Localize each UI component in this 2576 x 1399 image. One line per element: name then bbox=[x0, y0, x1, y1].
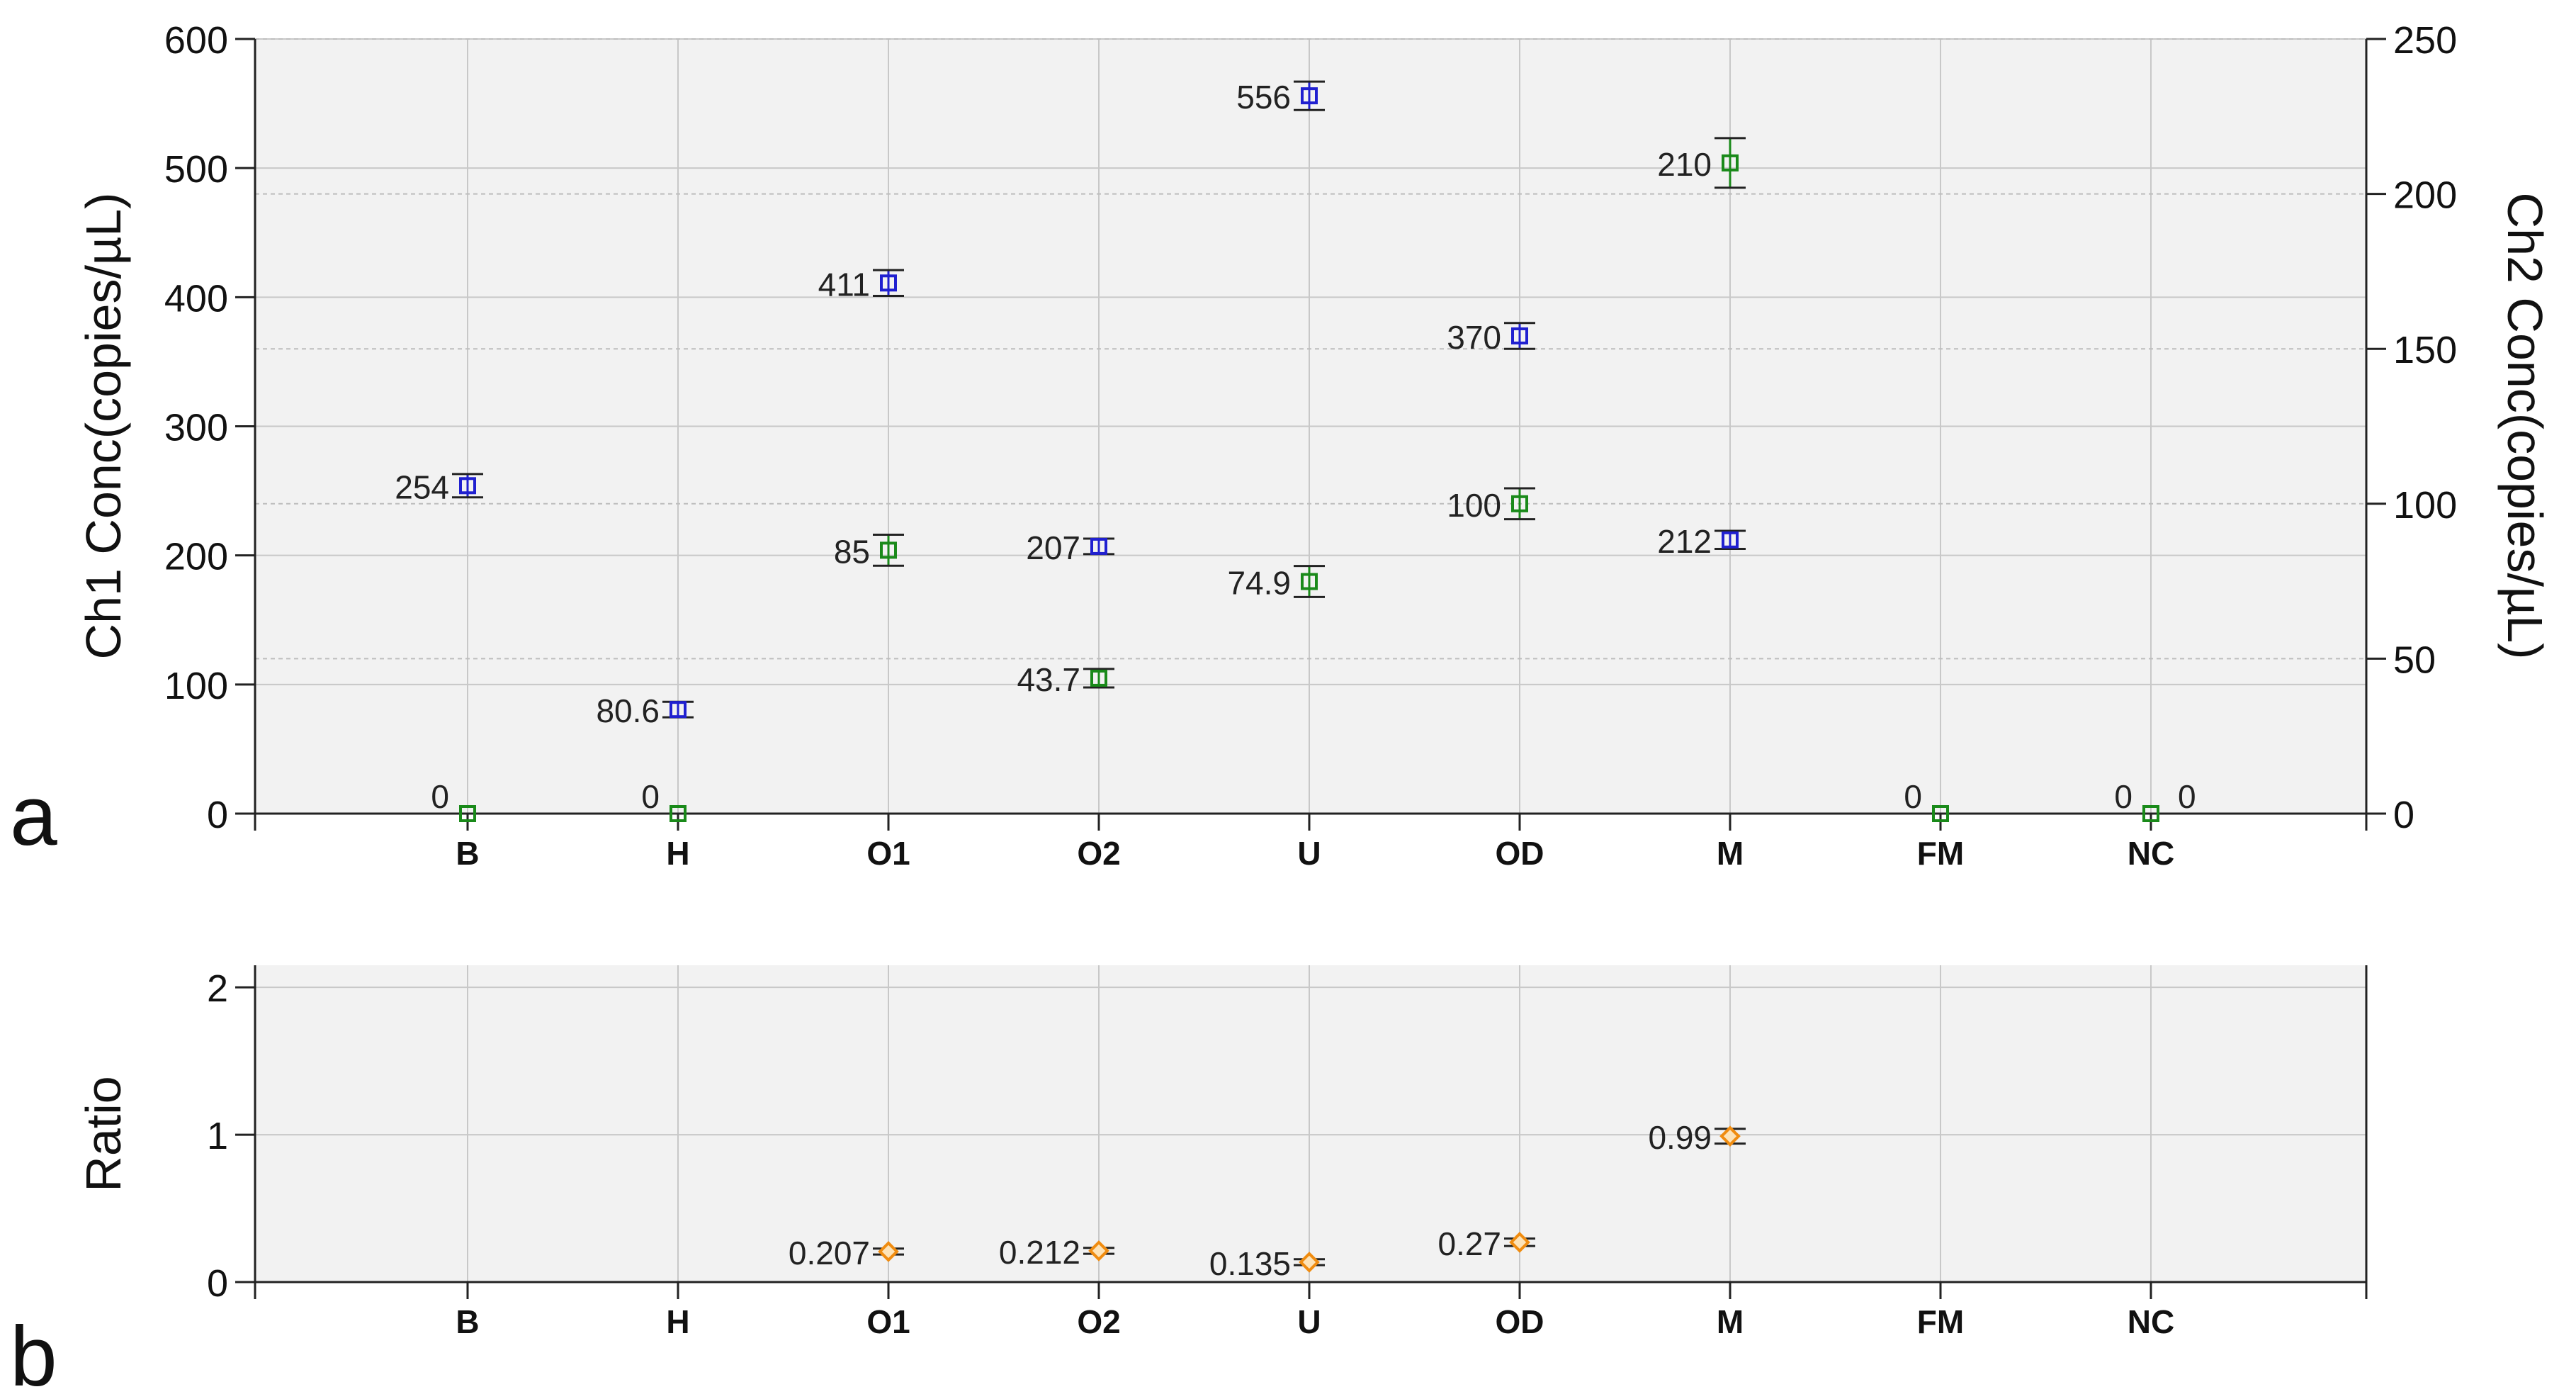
x-tick-label-o2: O2 bbox=[1077, 835, 1120, 872]
data-point-square bbox=[1301, 87, 1318, 105]
data-label: 0.207 bbox=[789, 1235, 870, 1271]
y-tick-label-left: 600 bbox=[164, 19, 228, 62]
panel-a-grid bbox=[255, 38, 2366, 814]
data-point-square bbox=[1722, 531, 1739, 549]
y-tick-label-left: 200 bbox=[164, 536, 228, 578]
data-point-square bbox=[459, 477, 476, 495]
data-point-square bbox=[880, 274, 897, 292]
y-tick-label-right: 0 bbox=[2393, 794, 2414, 836]
x-tick-label-b: B bbox=[456, 835, 479, 872]
data-point-square bbox=[1090, 537, 1107, 555]
data-point-square bbox=[880, 541, 897, 559]
y-tick-label-right: 50 bbox=[2393, 639, 2436, 681]
data-label: 85 bbox=[834, 533, 870, 570]
x-tick-label-h: H bbox=[666, 835, 689, 872]
panel-b-chart: 0 1 2 B H O1 O2 U OD M FM NC 0.207 0.212 0.135 0.27 0.9… bbox=[10, 965, 2368, 1399]
y-tick-label-left: 1 bbox=[207, 1115, 228, 1157]
data-point-diamond bbox=[1088, 1240, 1109, 1262]
x-tick-label-b: B bbox=[456, 1303, 479, 1340]
panel-b-grid bbox=[255, 965, 2366, 1282]
panel-b-ticks: 0 1 2 B H O1 O2 U OD M FM NC bbox=[207, 967, 2368, 1340]
x-tick-label-h: H bbox=[666, 1303, 689, 1340]
data-label: 207 bbox=[1026, 529, 1080, 566]
data-point-square bbox=[1932, 805, 1949, 822]
data-label: 0 bbox=[641, 778, 660, 815]
data-label: 0.135 bbox=[1209, 1245, 1291, 1282]
y-tick-label-left: 100 bbox=[164, 665, 228, 707]
panel-b-plot-area bbox=[255, 965, 2366, 1282]
x-tick-label-u: U bbox=[1297, 835, 1321, 872]
data-point-square bbox=[2142, 805, 2159, 822]
y-axis-title-ch2: Ch2 Conc(copies/µL) bbox=[2497, 193, 2553, 660]
panel-b-axes bbox=[254, 965, 2368, 1283]
x-tick-label-u: U bbox=[1297, 1303, 1321, 1340]
x-tick-label-o1: O1 bbox=[866, 1303, 910, 1340]
data-point-square bbox=[459, 805, 476, 822]
y-tick-label-right: 100 bbox=[2393, 484, 2457, 527]
data-label: 0 bbox=[2178, 778, 2196, 815]
data-label: 370 bbox=[1447, 319, 1501, 356]
y-tick-label-right: 200 bbox=[2393, 174, 2457, 217]
y-tick-label-left: 500 bbox=[164, 148, 228, 191]
y-tick-label-right: 150 bbox=[2393, 329, 2457, 371]
data-label: 100 bbox=[1447, 487, 1501, 524]
data-label: 254 bbox=[395, 468, 449, 505]
y-tick-label-left: 0 bbox=[207, 1262, 228, 1305]
y-axis-title-ratio: Ratio bbox=[76, 1076, 131, 1191]
x-tick-label-od: OD bbox=[1496, 835, 1544, 872]
data-point-diamond bbox=[1719, 1125, 1741, 1147]
x-tick-label-od: OD bbox=[1496, 1303, 1544, 1340]
y-tick-label-right: 250 bbox=[2393, 19, 2457, 62]
panel-a-ticks: 0 100 200 300 400 500 600 0 50 100 150 200 250 B H O1 O2… bbox=[164, 19, 2457, 872]
data-point-square bbox=[1722, 154, 1739, 172]
x-tick-label-m: M bbox=[1717, 1303, 1744, 1340]
panel-a-marks: 254 80.6 411 207 556 370 212 0 0 0 85 43.7 74.9 100 21… bbox=[395, 79, 2196, 822]
data-label: 0 bbox=[431, 778, 449, 815]
x-tick-label-o1: O1 bbox=[866, 835, 910, 872]
data-point-square bbox=[1511, 327, 1528, 344]
y-axis-title-ch1: Ch1 Conc(copies/µL) bbox=[76, 193, 131, 660]
data-label: 43.7 bbox=[1017, 661, 1080, 698]
y-tick-label-left: 2 bbox=[207, 967, 228, 1010]
panel-b-marks: 0.207 0.212 0.135 0.27 0.99 bbox=[789, 1119, 1746, 1282]
x-tick-label-fm: FM bbox=[1917, 835, 1964, 872]
data-point-diamond bbox=[878, 1241, 899, 1262]
data-label: 74.9 bbox=[1227, 565, 1291, 602]
data-label: 210 bbox=[1657, 146, 1712, 183]
y-tick-label-left: 0 bbox=[207, 794, 228, 836]
x-tick-label-nc: NC bbox=[2128, 1303, 2174, 1340]
x-tick-label-m: M bbox=[1717, 835, 1744, 872]
data-point-square bbox=[670, 701, 687, 719]
x-tick-label-o2: O2 bbox=[1077, 1303, 1120, 1340]
data-label: 0.27 bbox=[1437, 1225, 1501, 1262]
data-point-square bbox=[1090, 669, 1107, 687]
panel-letter-b: b bbox=[10, 1309, 57, 1399]
data-label: 0.212 bbox=[999, 1234, 1080, 1271]
data-point-square bbox=[670, 805, 687, 822]
y-tick-label-left: 400 bbox=[164, 277, 228, 320]
panel-a-chart: 0 100 200 300 400 500 600 0 50 100 150 200 250 B H O1 O2… bbox=[10, 19, 2553, 872]
data-point-diamond bbox=[1509, 1232, 1530, 1253]
data-point-diamond bbox=[1299, 1252, 1320, 1273]
data-label: 212 bbox=[1657, 523, 1712, 560]
data-label: 556 bbox=[1236, 79, 1291, 116]
data-point-square bbox=[1301, 573, 1318, 590]
data-label: 0.99 bbox=[1648, 1119, 1712, 1156]
data-label: 0 bbox=[2114, 778, 2132, 815]
x-tick-label-fm: FM bbox=[1917, 1303, 1964, 1340]
panel-letter-a: a bbox=[10, 768, 57, 863]
data-point-square bbox=[1511, 495, 1528, 512]
data-label: 80.6 bbox=[596, 692, 660, 729]
y-tick-label-left: 300 bbox=[164, 407, 228, 449]
data-label: 411 bbox=[818, 266, 870, 303]
data-label: 0 bbox=[1904, 778, 1922, 815]
x-tick-label-nc: NC bbox=[2128, 835, 2174, 872]
